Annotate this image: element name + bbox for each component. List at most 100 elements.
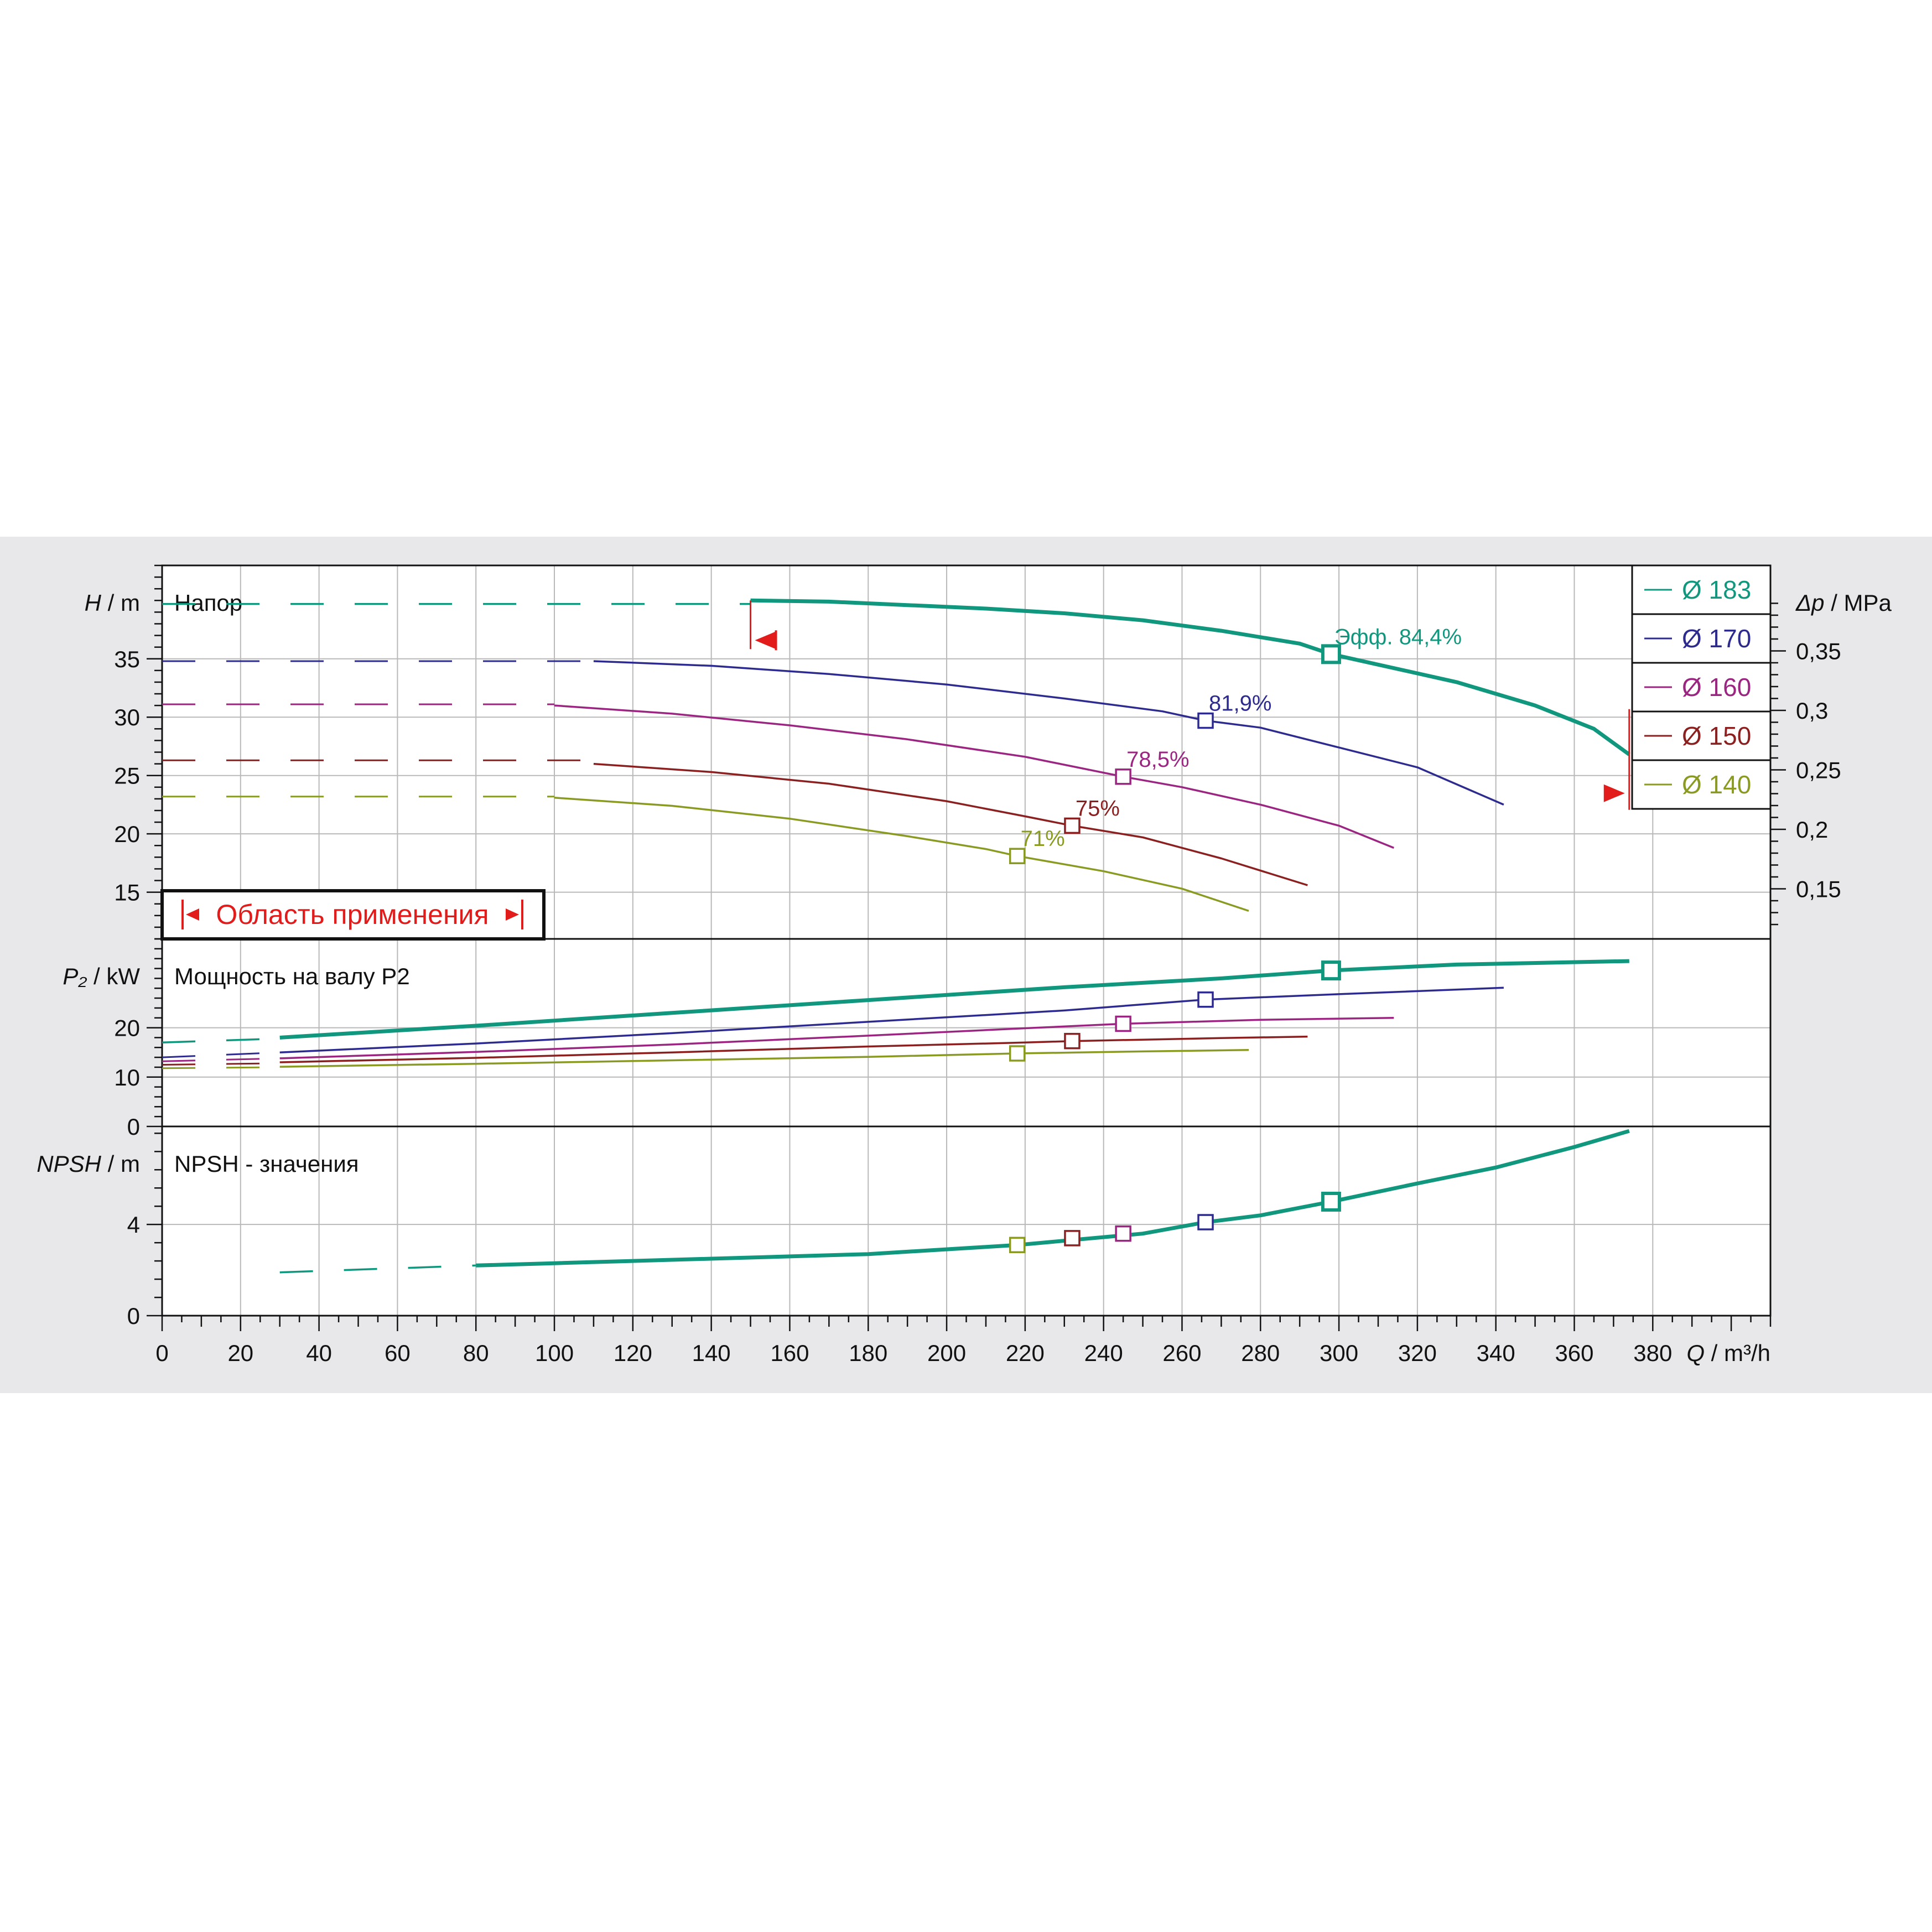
grid-head xyxy=(162,565,1770,939)
bep-marker xyxy=(1009,848,1026,864)
panel-title-npsh: NPSH - значения xyxy=(174,1151,359,1177)
y-axis-unit: / m xyxy=(101,590,140,616)
x-axis-unit: / m³/h xyxy=(1705,1340,1770,1366)
curve-Ø 183 xyxy=(750,598,1630,756)
y-tick-label: 20 xyxy=(114,1015,140,1041)
y-axis-unit: / m xyxy=(101,1151,140,1177)
curve-dashed-Ø 183 xyxy=(279,1264,476,1274)
curve-Ø 170 xyxy=(593,660,1504,806)
x-tick-label: 240 xyxy=(1084,1340,1123,1366)
secondary-tick-label: 0,15 xyxy=(1796,876,1841,902)
npsh-marker xyxy=(1115,1225,1131,1242)
curve-Ø 140 xyxy=(279,1048,1249,1068)
x-tick-label: 140 xyxy=(692,1340,731,1366)
curve-Ø 183 xyxy=(279,959,1629,1040)
legend: Ø 183 Ø 170 Ø 160 Ø 150 Ø 140 xyxy=(1631,564,1772,810)
y-tick-label: 10 xyxy=(114,1064,140,1090)
npsh-marker xyxy=(1321,1191,1341,1212)
x-tick-label: 100 xyxy=(535,1340,574,1366)
secondary-tick-label: 0,25 xyxy=(1796,757,1841,783)
y-axis-title-npsh: NPSH / m xyxy=(37,1151,140,1177)
y-tick-label: 20 xyxy=(114,821,140,847)
x-tick-label: 280 xyxy=(1241,1340,1280,1366)
x-tick-label: 0 xyxy=(155,1340,168,1366)
y-axis-unit: / kW xyxy=(87,963,140,989)
bep-marker xyxy=(1197,991,1214,1008)
y-tick-label: 4 xyxy=(127,1212,140,1238)
curve-Ø 160 xyxy=(554,704,1394,849)
secondary-tick-label: 0,3 xyxy=(1796,698,1828,724)
y-axis-title-head: H / m xyxy=(85,590,140,616)
x-tick-label: 120 xyxy=(614,1340,652,1366)
legend-label: Ø 170 xyxy=(1682,624,1751,653)
legend-label: Ø 150 xyxy=(1682,721,1751,750)
x-tick-label: 340 xyxy=(1477,1340,1515,1366)
x-tick-label: 380 xyxy=(1633,1340,1672,1366)
x-tick-label: 320 xyxy=(1398,1340,1437,1366)
efficiency-label: Эфф. 84,4% xyxy=(1334,625,1462,649)
range-arrow-left xyxy=(186,908,199,921)
legend-label: Ø 183 xyxy=(1682,575,1751,604)
secondary-tick-label: 0,2 xyxy=(1796,817,1828,843)
x-tick-label: 300 xyxy=(1320,1340,1358,1366)
bep-marker xyxy=(1064,817,1081,834)
curve-dashed-Ø 160 xyxy=(162,1057,280,1062)
bep-marker xyxy=(1321,644,1341,664)
curve-Ø 140 xyxy=(554,797,1249,912)
y-tick-label: 35 xyxy=(114,646,140,672)
x-ticks xyxy=(161,1316,1772,1331)
y-ticks-npsh xyxy=(147,1133,162,1317)
x-tick-label: 20 xyxy=(227,1340,253,1366)
grid-npsh xyxy=(162,1126,1770,1316)
npsh-marker xyxy=(1197,1214,1214,1230)
legend-label: Ø 160 xyxy=(1682,673,1751,702)
x-axis-symbol: Q xyxy=(1686,1340,1705,1366)
range-arrow-right xyxy=(506,908,519,921)
y-ticks-head xyxy=(147,564,162,940)
y-axis-symbol: H xyxy=(85,590,102,616)
y-ticks-power xyxy=(147,938,162,1128)
legend-label: Ø 140 xyxy=(1682,770,1751,799)
bep-marker xyxy=(1115,1015,1131,1032)
curve-dashed-Ø 183 xyxy=(162,1037,280,1044)
panel-title-power: Мощность на валу P2 xyxy=(174,963,410,989)
plot-area-head xyxy=(162,565,1770,939)
curve-Ø 170 xyxy=(279,986,1504,1053)
curve-dashed-Ø 140 xyxy=(162,1066,280,1069)
plot-area-power xyxy=(162,939,1770,1126)
y-tick-label: 30 xyxy=(114,704,140,730)
efficiency-label: 71% xyxy=(1021,827,1065,851)
curve-dashed-Ø 170 xyxy=(162,1051,280,1058)
efficiency-label: 81,9% xyxy=(1209,692,1271,716)
application-range-frame xyxy=(160,889,546,941)
plot-area-npsh xyxy=(162,1126,1770,1316)
x-tick-label: 200 xyxy=(927,1340,966,1366)
x-tick-label: 160 xyxy=(770,1340,809,1366)
x-tick-label: 360 xyxy=(1555,1340,1593,1366)
limit-arrow xyxy=(755,631,776,650)
curve-Ø 150 xyxy=(279,1035,1308,1063)
x-tick-label: 180 xyxy=(849,1340,887,1366)
y-axis-title-power: P₂ / kW xyxy=(63,963,140,989)
secondary-axis-title: Δp / MPa xyxy=(1795,590,1892,616)
x-tick-label: 60 xyxy=(385,1340,411,1366)
application-range-box: Область применения xyxy=(160,889,546,941)
bep-marker xyxy=(1321,960,1341,981)
bep-marker xyxy=(1197,712,1214,729)
bep-marker xyxy=(1115,768,1131,785)
x-tick-label: 40 xyxy=(306,1340,332,1366)
x-tick-label: 260 xyxy=(1162,1340,1201,1366)
npsh-marker xyxy=(1009,1237,1026,1254)
secondary-axis-symbol: Δp xyxy=(1795,590,1825,616)
bep-marker xyxy=(1064,1032,1081,1050)
curve-Ø 160 xyxy=(279,1016,1394,1060)
x-axis-title: Q / m³/h xyxy=(1686,1340,1770,1366)
limit-marker-right xyxy=(1603,709,1630,810)
secondary-axis-ticks xyxy=(1770,603,1786,926)
x-tick-label: 220 xyxy=(1006,1340,1045,1366)
y-tick-label: 0 xyxy=(127,1303,140,1329)
npsh-marker xyxy=(1064,1230,1081,1247)
y-tick-label: 25 xyxy=(114,763,140,789)
y-axis-symbol: NPSH xyxy=(37,1151,101,1177)
bep-marker xyxy=(1009,1045,1026,1062)
